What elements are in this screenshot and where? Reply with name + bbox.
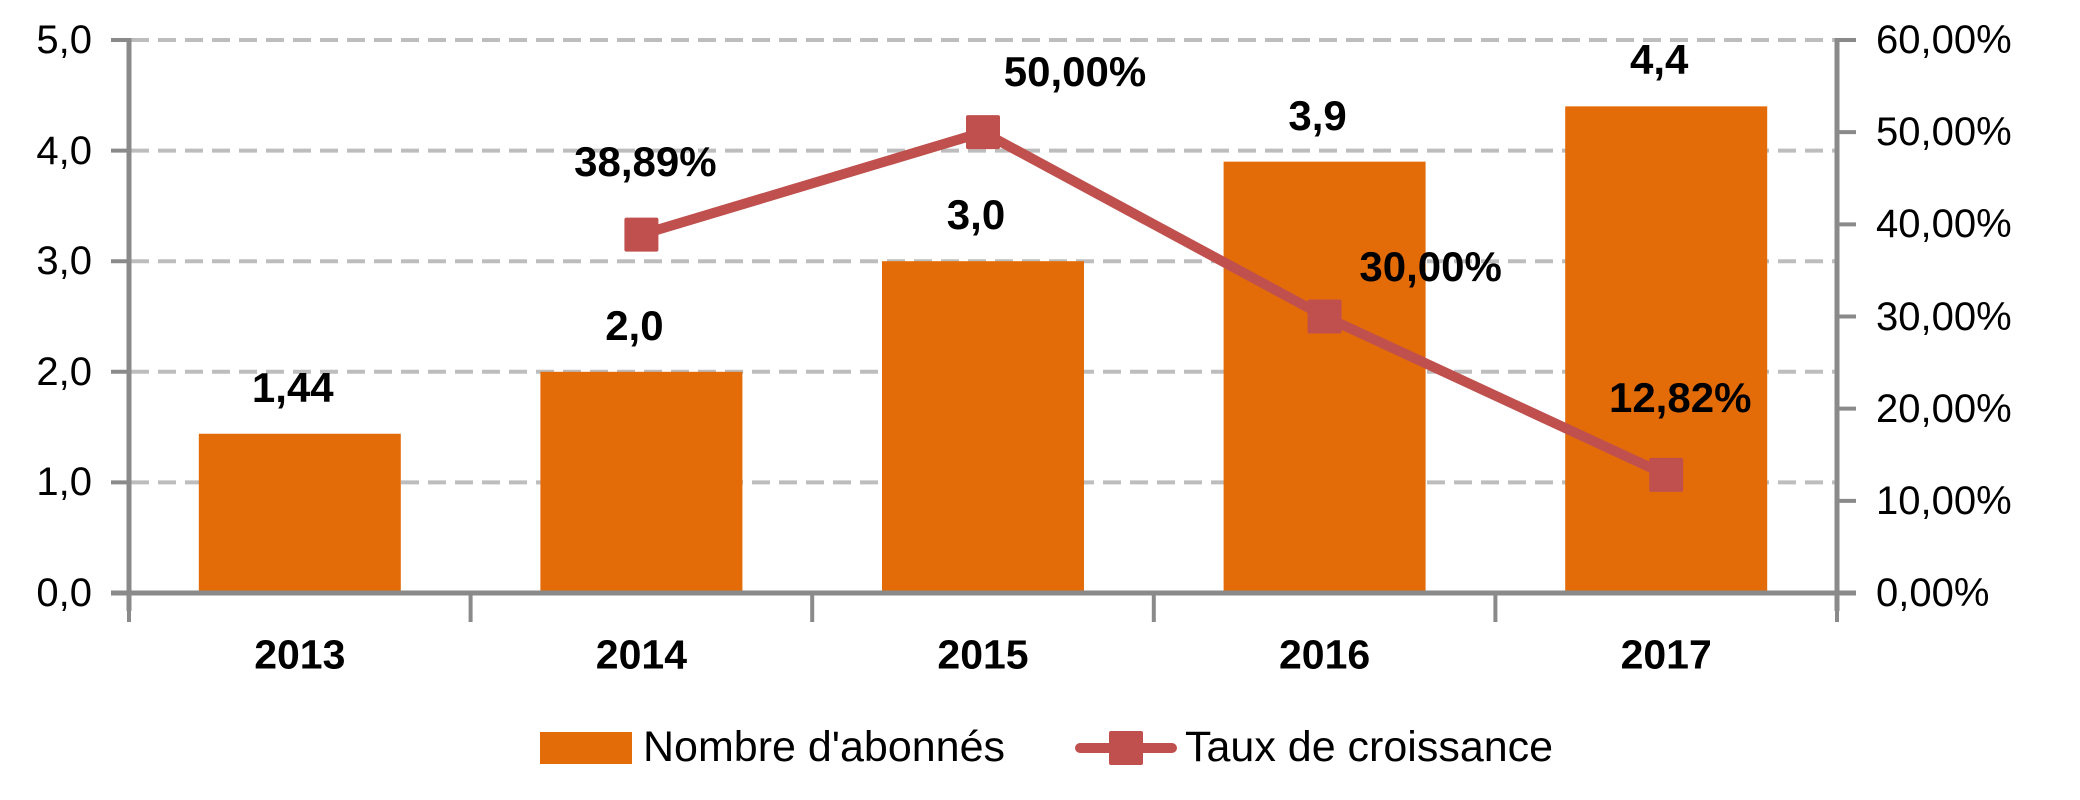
line-marker-swatch-icon: [1075, 730, 1177, 766]
line-value-label: 30,00%: [1359, 242, 1502, 290]
legend-label-line: Taux de croissance: [1185, 723, 1554, 771]
x-axis-label: 2013: [254, 631, 346, 678]
bar-value-label: 4,4: [1629, 36, 1689, 84]
x-axis-label: 2017: [1620, 631, 1712, 678]
bar-2013: [198, 433, 401, 593]
x-axis-label: 2015: [937, 631, 1029, 678]
bar-2015: [882, 261, 1084, 593]
left-axis-tick-label: 5,0: [36, 18, 92, 62]
bar-value-label: 3,9: [1288, 91, 1347, 139]
right-axis-tick-label: 60,00%: [1876, 18, 2012, 62]
left-axis-tick-label: 3,0: [36, 239, 92, 284]
right-axis-tick-label: 30,00%: [1876, 294, 2012, 339]
left-axis-tick-label: 0,0: [36, 571, 92, 615]
legend-label-bars: Nombre d'abonnés: [643, 723, 1005, 771]
line-marker: [624, 217, 659, 252]
line-marker: [1649, 457, 1684, 492]
line-value-label: 12,82%: [1608, 373, 1752, 421]
bar-2014: [540, 371, 743, 593]
bar-2016: [1223, 161, 1426, 593]
bar-value-label: 2,0: [605, 301, 664, 349]
legend-item-line: Taux de croissance: [1075, 726, 1553, 769]
bar-2017: [1565, 106, 1768, 594]
right-axis-tick-label: 50,00%: [1876, 110, 2012, 155]
left-axis-tick-label: 4,0: [36, 128, 92, 173]
line-marker: [966, 115, 1000, 150]
x-axis-label: 2016: [1278, 631, 1371, 678]
line-value-label: 50,00%: [1003, 48, 1147, 96]
bar-value-label: 3,0: [946, 191, 1006, 239]
right-axis-tick-label: 20,00%: [1876, 386, 2012, 431]
legend-item-bars: Nombre d'abonnés: [540, 726, 1005, 769]
x-axis-label: 2014: [595, 631, 687, 678]
left-axis-tick-label: 2,0: [36, 349, 92, 394]
bar-swatch-icon: [540, 731, 632, 764]
right-axis-tick-label: 40,00%: [1876, 202, 2012, 247]
right-axis-tick-label: 10,00%: [1876, 478, 2012, 523]
left-axis-tick-label: 1,0: [36, 460, 92, 505]
line-marker: [1307, 299, 1342, 334]
line-value-label: 38,89%: [574, 137, 717, 185]
right-axis-tick-label: 0,00%: [1876, 571, 1990, 615]
growth-line: [636, 127, 1672, 480]
bar-value-label: 1,44: [251, 363, 334, 411]
legend: Nombre d'abonnés Taux de croissance: [540, 726, 1553, 769]
legend-square-marker: [1109, 730, 1143, 765]
